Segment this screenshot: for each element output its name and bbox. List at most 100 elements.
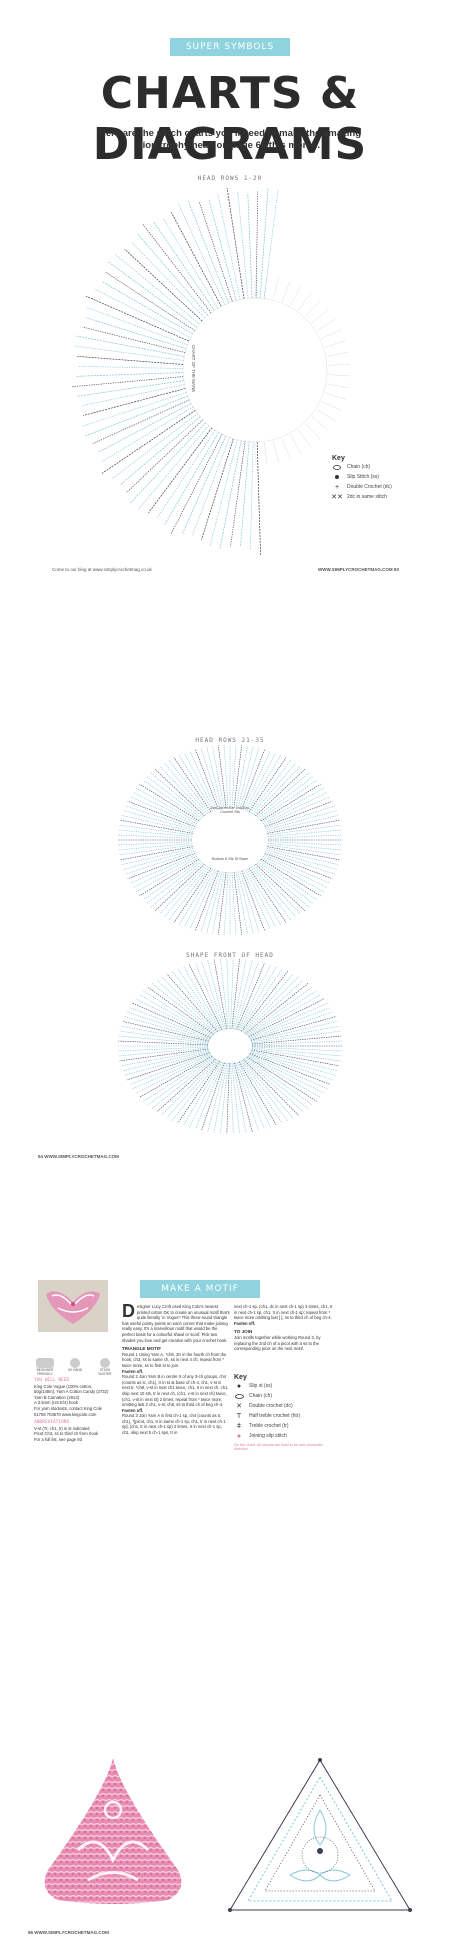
stitch-ray (124, 1016, 210, 1041)
key-label: Double crochet (dc) (249, 1403, 293, 1409)
stitch-ray (156, 1058, 216, 1113)
chart-label: HEAD ROWS 1-20 (197, 175, 263, 182)
key-label: Double Crochet (dc) (347, 484, 392, 490)
stitch-ray (246, 868, 282, 925)
stitch-ray (107, 261, 198, 328)
stitch-ray (231, 872, 237, 936)
footer-left: 96 WWW.SIMPLYCROCHETMAG.COM (28, 1930, 109, 1935)
stitch-ray (321, 401, 342, 411)
stitch-ray (135, 787, 199, 823)
stitch-ray (75, 372, 184, 377)
stitch-ray (251, 1025, 340, 1043)
stitch-ray (263, 796, 330, 826)
footer-right: WWW.SIMPLYCROCHETMAG.COM 93 (318, 567, 399, 572)
intro-text: Here are the stitch charts you'll need t… (98, 128, 361, 151)
stitch-ray (233, 872, 243, 935)
stitch-ray (173, 757, 212, 813)
stitch-ray (246, 1056, 317, 1102)
stitch-ray (187, 200, 229, 304)
fasten-off: Fasten off. (122, 1368, 144, 1374)
stitch-ray (325, 392, 346, 400)
stitch-ray (264, 275, 268, 297)
stitch-ray (262, 855, 328, 888)
stitch-ray (249, 1002, 328, 1038)
stitch-ray (256, 441, 261, 555)
stitch-ray (120, 846, 193, 861)
stitch-ray (139, 994, 213, 1037)
stitch-ray (118, 829, 193, 837)
head-rows-chart (118, 744, 342, 936)
stitch-ray (260, 858, 321, 897)
stitch-ray (146, 861, 202, 904)
stitch-ray (252, 762, 297, 815)
stitch-ray (92, 399, 190, 445)
stitch-ray (246, 755, 282, 812)
stitch-ray (120, 1025, 209, 1043)
stitch-ray (76, 335, 185, 357)
stitch-ray (118, 843, 193, 851)
stitch-ray (200, 747, 221, 809)
stitch-ray (273, 441, 279, 463)
motif-key: Key ● Slip st (ss) Chain (ch) ✕ Double cro… (234, 1374, 334, 1451)
stitch-ray (243, 870, 271, 930)
footer-left: Come to our blog at www.simplycrochetmag… (52, 567, 152, 572)
stitch-ray (142, 860, 201, 901)
stitch-ray (264, 852, 333, 880)
stitch-ray (247, 193, 253, 299)
stitch-ray (317, 409, 336, 422)
stitch-ray (127, 800, 196, 828)
stitch-ray (206, 746, 223, 809)
key-title: Key (332, 455, 345, 462)
stitch-ray (156, 979, 216, 1034)
stitch-ray (183, 1061, 222, 1126)
stitch-ray (147, 1057, 214, 1106)
stitch-ray (121, 815, 194, 832)
stitch-ray (181, 435, 227, 535)
key-item: T Half treble crochet (htr) (234, 1411, 334, 1421)
abbreviations-title: ABBREVIATIONS (34, 1420, 70, 1426)
stitch-ray (232, 959, 247, 1030)
stitch-ray (264, 443, 268, 465)
stitch-ray (170, 433, 223, 535)
key-item: Chain (ch) (332, 462, 442, 472)
key-item: ● Slip st (ss) (234, 1381, 334, 1391)
stitch-ray (267, 829, 342, 837)
stitch-ray (213, 1062, 228, 1133)
key-label: 2dc in same stitch (347, 494, 388, 500)
material-item: King Cole Vogue (100% cotton, 50g/148m),… (34, 1383, 109, 1400)
stitch-ray (242, 973, 294, 1033)
stitch-ray (178, 868, 214, 925)
stitch-ray (192, 437, 230, 536)
key-label: Half treble crochet (htr) (249, 1413, 301, 1419)
triangle-motif-diagram (228, 1758, 412, 1912)
stitch-ray (245, 869, 276, 928)
stitch-ray (259, 187, 269, 299)
stitch-ray (249, 1007, 331, 1039)
stitch-ray (159, 864, 207, 915)
stitch-ray (209, 439, 238, 547)
stitch-ray (121, 848, 194, 865)
stitch-ray (232, 1062, 247, 1133)
stitch-ray (163, 762, 208, 815)
stitch-ray (126, 419, 204, 494)
you-will-need-title: YOU WILL NEED (34, 1378, 70, 1383)
stitch-ray (177, 1061, 220, 1124)
stitch-ray (177, 968, 220, 1031)
stitch-ray (171, 1060, 219, 1121)
stitch-ray (250, 1011, 334, 1040)
stitch-ray (298, 292, 312, 311)
stitch-ray (84, 395, 189, 437)
stitch-ray (250, 1051, 336, 1076)
stitch-ray (212, 871, 225, 935)
stitch-ray (239, 871, 260, 933)
stitch-ray (217, 745, 227, 808)
stitch-ray (125, 805, 195, 829)
stitch-ray (139, 858, 200, 897)
stitch-ray (131, 242, 206, 319)
stitch-ray (139, 1055, 213, 1098)
stitch-ray (151, 1058, 215, 1109)
stitch-ray (245, 752, 276, 811)
stitch-ray (139, 783, 200, 822)
stitch-ray (73, 345, 184, 361)
stitch-ray (143, 990, 214, 1036)
